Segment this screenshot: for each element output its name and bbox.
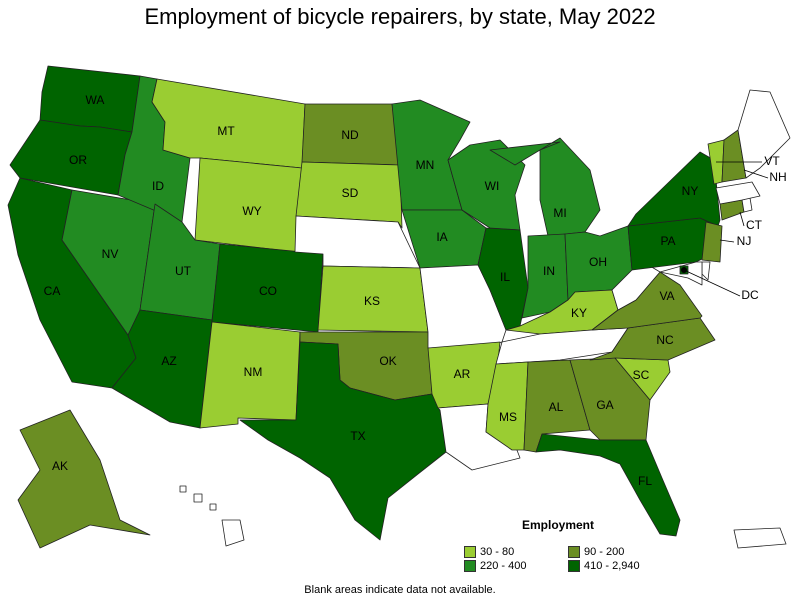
state-label-ms: MS (499, 410, 517, 424)
state-ny (627, 151, 721, 227)
state-label-vt: VT (764, 154, 780, 168)
legend-item-410-2940: 410 - 2,940 (568, 560, 664, 572)
state-tx (239, 341, 447, 541)
state-label-mi: MI (553, 206, 566, 220)
legend-title: Employment (522, 518, 595, 532)
state-label-va: VA (659, 289, 674, 303)
map-legend: Employment 30 - 80 90 - 200 220 - 400 41… (464, 518, 664, 572)
state-label-or: OR (69, 153, 87, 167)
legend-label: 220 - 400 (480, 560, 527, 572)
state-label-pa: PA (660, 234, 675, 248)
state-label-wy: WY (242, 204, 261, 218)
state-nj (701, 221, 723, 263)
state-label-dc: DC (741, 288, 759, 302)
state-label-il: IL (500, 270, 510, 284)
state-label-ar: AR (454, 367, 471, 381)
state-ma (715, 181, 761, 205)
state-pr (733, 527, 787, 549)
state-me (737, 89, 791, 179)
state-label-nm: NM (244, 365, 263, 379)
state-label-al: AL (549, 400, 564, 414)
legend-item-30-80: 30 - 80 (464, 546, 568, 558)
state-hi (179, 485, 245, 547)
state-ri (741, 197, 753, 213)
state-label-fl: FL (638, 474, 652, 488)
legend-swatch (464, 546, 476, 558)
state-label-ia: IA (436, 230, 447, 244)
state-label-nv: NV (102, 247, 119, 261)
state-mi (489, 137, 601, 237)
state-label-nh: NH (769, 170, 786, 184)
state-label-sd: SD (342, 186, 359, 200)
state-ak (17, 409, 151, 549)
state-label-mt: MT (217, 124, 235, 138)
state-label-ca: CA (44, 284, 61, 298)
legend-label: 30 - 80 (480, 546, 515, 558)
state-label-az: AZ (161, 354, 176, 368)
state-label-ak: AK (52, 459, 68, 473)
state-label-oh: OH (589, 255, 607, 269)
state-label-sc: SC (633, 368, 650, 382)
legend-label: 410 - 2,940 (584, 560, 640, 572)
state-label-tx: TX (350, 429, 365, 443)
state-label-ok: OK (379, 354, 396, 368)
state-sd (295, 161, 403, 229)
legend-item-90-200: 90 - 200 (568, 546, 664, 558)
dc-marker (681, 267, 687, 273)
legend-swatch (464, 560, 476, 572)
state-label-nc: NC (656, 333, 674, 347)
legend-swatch (568, 560, 580, 572)
legend-swatch (568, 546, 580, 558)
state-label-wa: WA (86, 93, 105, 107)
state-label-ks: KS (364, 294, 380, 308)
state-label-id: ID (152, 179, 164, 193)
state-wi (447, 139, 526, 231)
legend-label: 90 - 200 (584, 546, 625, 558)
map-title: Employment of bicycle repairers, by stat… (144, 4, 656, 29)
state-fl (535, 433, 681, 537)
leader-line-nh (743, 169, 769, 179)
state-label-in: IN (543, 264, 555, 278)
leader-line-ct (739, 211, 745, 227)
state-label-nd: ND (341, 128, 359, 142)
leader-line-dc (683, 269, 741, 297)
state-label-ky: KY (571, 306, 587, 320)
state-label-ct: CT (746, 218, 763, 232)
state-label-ny: NY (682, 184, 699, 198)
state-label-nj: NJ (737, 234, 752, 248)
legend-item-220-400: 220 - 400 (464, 560, 568, 572)
state-label-mn: MN (416, 158, 435, 172)
leader-line-nj (719, 239, 735, 243)
state-label-co: CO (259, 284, 277, 298)
state-de (701, 261, 711, 281)
state-label-ga: GA (596, 398, 613, 412)
state-label-wi: WI (485, 179, 500, 193)
state-label-ut: UT (175, 264, 192, 278)
footnote: Blank areas indicate data not available. (304, 584, 496, 596)
